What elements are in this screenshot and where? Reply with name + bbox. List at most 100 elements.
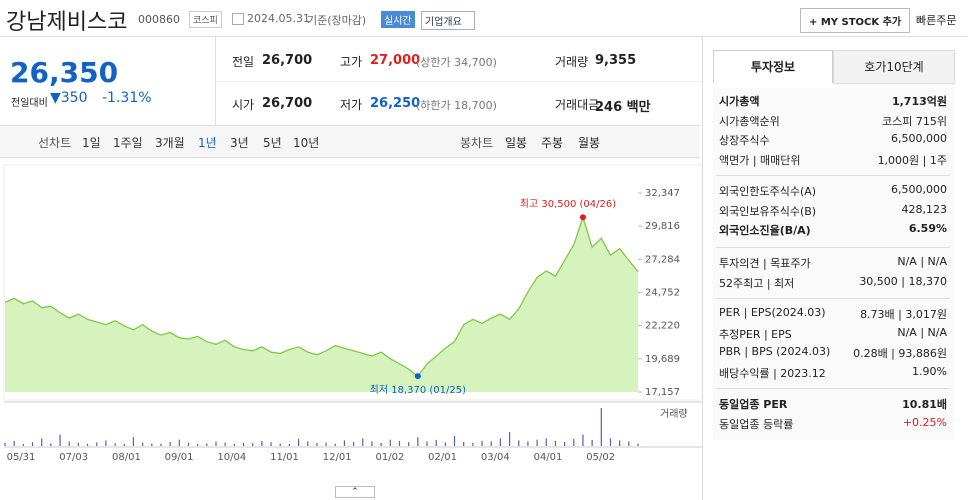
volume-bar (472, 442, 474, 446)
volume-bar (68, 441, 70, 446)
my-stock-button[interactable]: + MY STOCK 추가 (800, 8, 911, 33)
period-tab[interactable]: 1년 (198, 136, 217, 150)
volume-bar (426, 441, 428, 446)
volume-bar (307, 441, 309, 446)
summary-value: 26,250 (370, 96, 421, 111)
volume-bar (453, 435, 456, 446)
info-label: PBR | BPS (2024.03) (719, 345, 831, 358)
y-tick-label: 22,220 (645, 321, 680, 332)
info-value: N/A | N/A (897, 255, 947, 268)
volume-bar (270, 442, 272, 446)
info-value: 1,713억원 (891, 95, 947, 108)
summary-label: 거래량 (555, 55, 589, 69)
volume-bar (444, 442, 446, 446)
x-tick-label: 03/04 (481, 452, 510, 463)
info-label: 시가총액순위 (719, 114, 780, 128)
period-tab[interactable]: 3개월 (155, 136, 185, 150)
volume-bar (31, 442, 34, 446)
plot-frame (3, 164, 702, 401)
volume-bar (600, 408, 602, 446)
period-tab[interactable]: 3년 (230, 136, 249, 150)
side-tab[interactable]: 투자정보 (713, 50, 833, 83)
side-background (713, 88, 954, 440)
candle-tab[interactable]: 주봉 (541, 136, 564, 150)
info-value: 6,500,000 (891, 183, 947, 196)
period-tab[interactable]: 5년 (263, 136, 282, 150)
quick-order[interactable]: 빠른주문 (916, 14, 957, 27)
period-tab[interactable]: 1주일 (113, 136, 143, 150)
min-marker (414, 373, 421, 380)
info-value: 428,123 (901, 202, 948, 216)
volume-bar (518, 440, 520, 446)
volume-bar (343, 440, 346, 446)
volume-bar (619, 440, 621, 446)
price-divider (215, 37, 216, 125)
volume-bar (252, 443, 254, 446)
summary-value: 246 백만 (595, 100, 651, 115)
volume-bar (197, 443, 199, 446)
volume-bar (417, 437, 419, 446)
info-value: 8.73배 | 3,017원 (860, 308, 947, 321)
summary-label: 전일 (232, 55, 255, 69)
volume-bar (582, 434, 584, 446)
tab-label: 봉차트 (460, 136, 494, 150)
volume-bar (261, 440, 263, 446)
candle-tab[interactable]: 월봉 (578, 136, 601, 150)
info-value: 1.90% (912, 364, 947, 378)
volume-bar (362, 438, 364, 446)
min-annotation: 최저 18,370 (01/25) (370, 384, 466, 396)
x-tick-label: 10/04 (217, 452, 246, 463)
volume-bar (132, 437, 135, 446)
volume-bar (527, 441, 529, 446)
info-value: 6.59% (908, 222, 947, 235)
info-value: +0.25% (902, 415, 947, 429)
volume-bar (435, 439, 437, 446)
volume-bar (408, 442, 410, 446)
volume-bar (151, 443, 153, 446)
period-tab[interactable]: 1일 (82, 136, 101, 150)
max-marker (579, 214, 586, 221)
panel-divider (702, 37, 703, 500)
volume-bar (114, 443, 116, 446)
realtime-badge[interactable]: 실시간 (381, 11, 415, 28)
x-tick-label: 02/01 (428, 452, 457, 463)
collapse-button[interactable]: ⌃ (335, 486, 375, 498)
y-tick-label: 32,347 (645, 188, 680, 199)
date-note: 기준(장마감) (307, 14, 367, 27)
volume-bar (13, 440, 15, 446)
info-label: 추정PER | EPS (719, 327, 792, 341)
calendar-icon (232, 13, 244, 25)
info-value: 10.81배 (902, 398, 947, 411)
candle-tab[interactable]: 일봉 (505, 136, 528, 150)
volume-bar (41, 438, 43, 446)
x-tick-label: 08/01 (112, 452, 141, 463)
info-label: 외국인소진율(B/A) (719, 224, 811, 237)
summary-note: (하한가 18,700) (416, 99, 497, 112)
info-label: 액면가 | 매매단위 (719, 153, 801, 167)
info-label: 외국인한도주식수(A) (719, 185, 817, 198)
volume-bar (206, 443, 208, 446)
info-label: 배당수익률 | 2023.12 (719, 366, 826, 380)
price-area (5, 217, 638, 392)
summary-value: 27,000 (370, 53, 421, 68)
side-tab[interactable]: 호가10단계 (833, 50, 955, 84)
volume-bar (628, 441, 630, 446)
volume-bar (297, 438, 300, 446)
change-rate: -1.31% (102, 90, 152, 106)
volume-bar (490, 441, 492, 446)
stock-name: 강남제비스코 (6, 10, 128, 35)
price-line (4, 215, 639, 378)
volume-bar (242, 442, 245, 446)
company-menu[interactable]: 기업개요 (421, 11, 475, 30)
x-tick-label: 04/01 (534, 452, 563, 463)
volume-bar (142, 442, 144, 446)
volume-bar (536, 439, 538, 446)
volume-bar (50, 443, 52, 446)
volume-bar (609, 438, 612, 446)
volume-bar (187, 442, 190, 446)
info-value: 6,500,000 (891, 132, 947, 145)
y-tick-label: 19,689 (645, 354, 680, 365)
volume-bar (77, 442, 79, 446)
period-tab[interactable]: 10년 (293, 136, 320, 150)
